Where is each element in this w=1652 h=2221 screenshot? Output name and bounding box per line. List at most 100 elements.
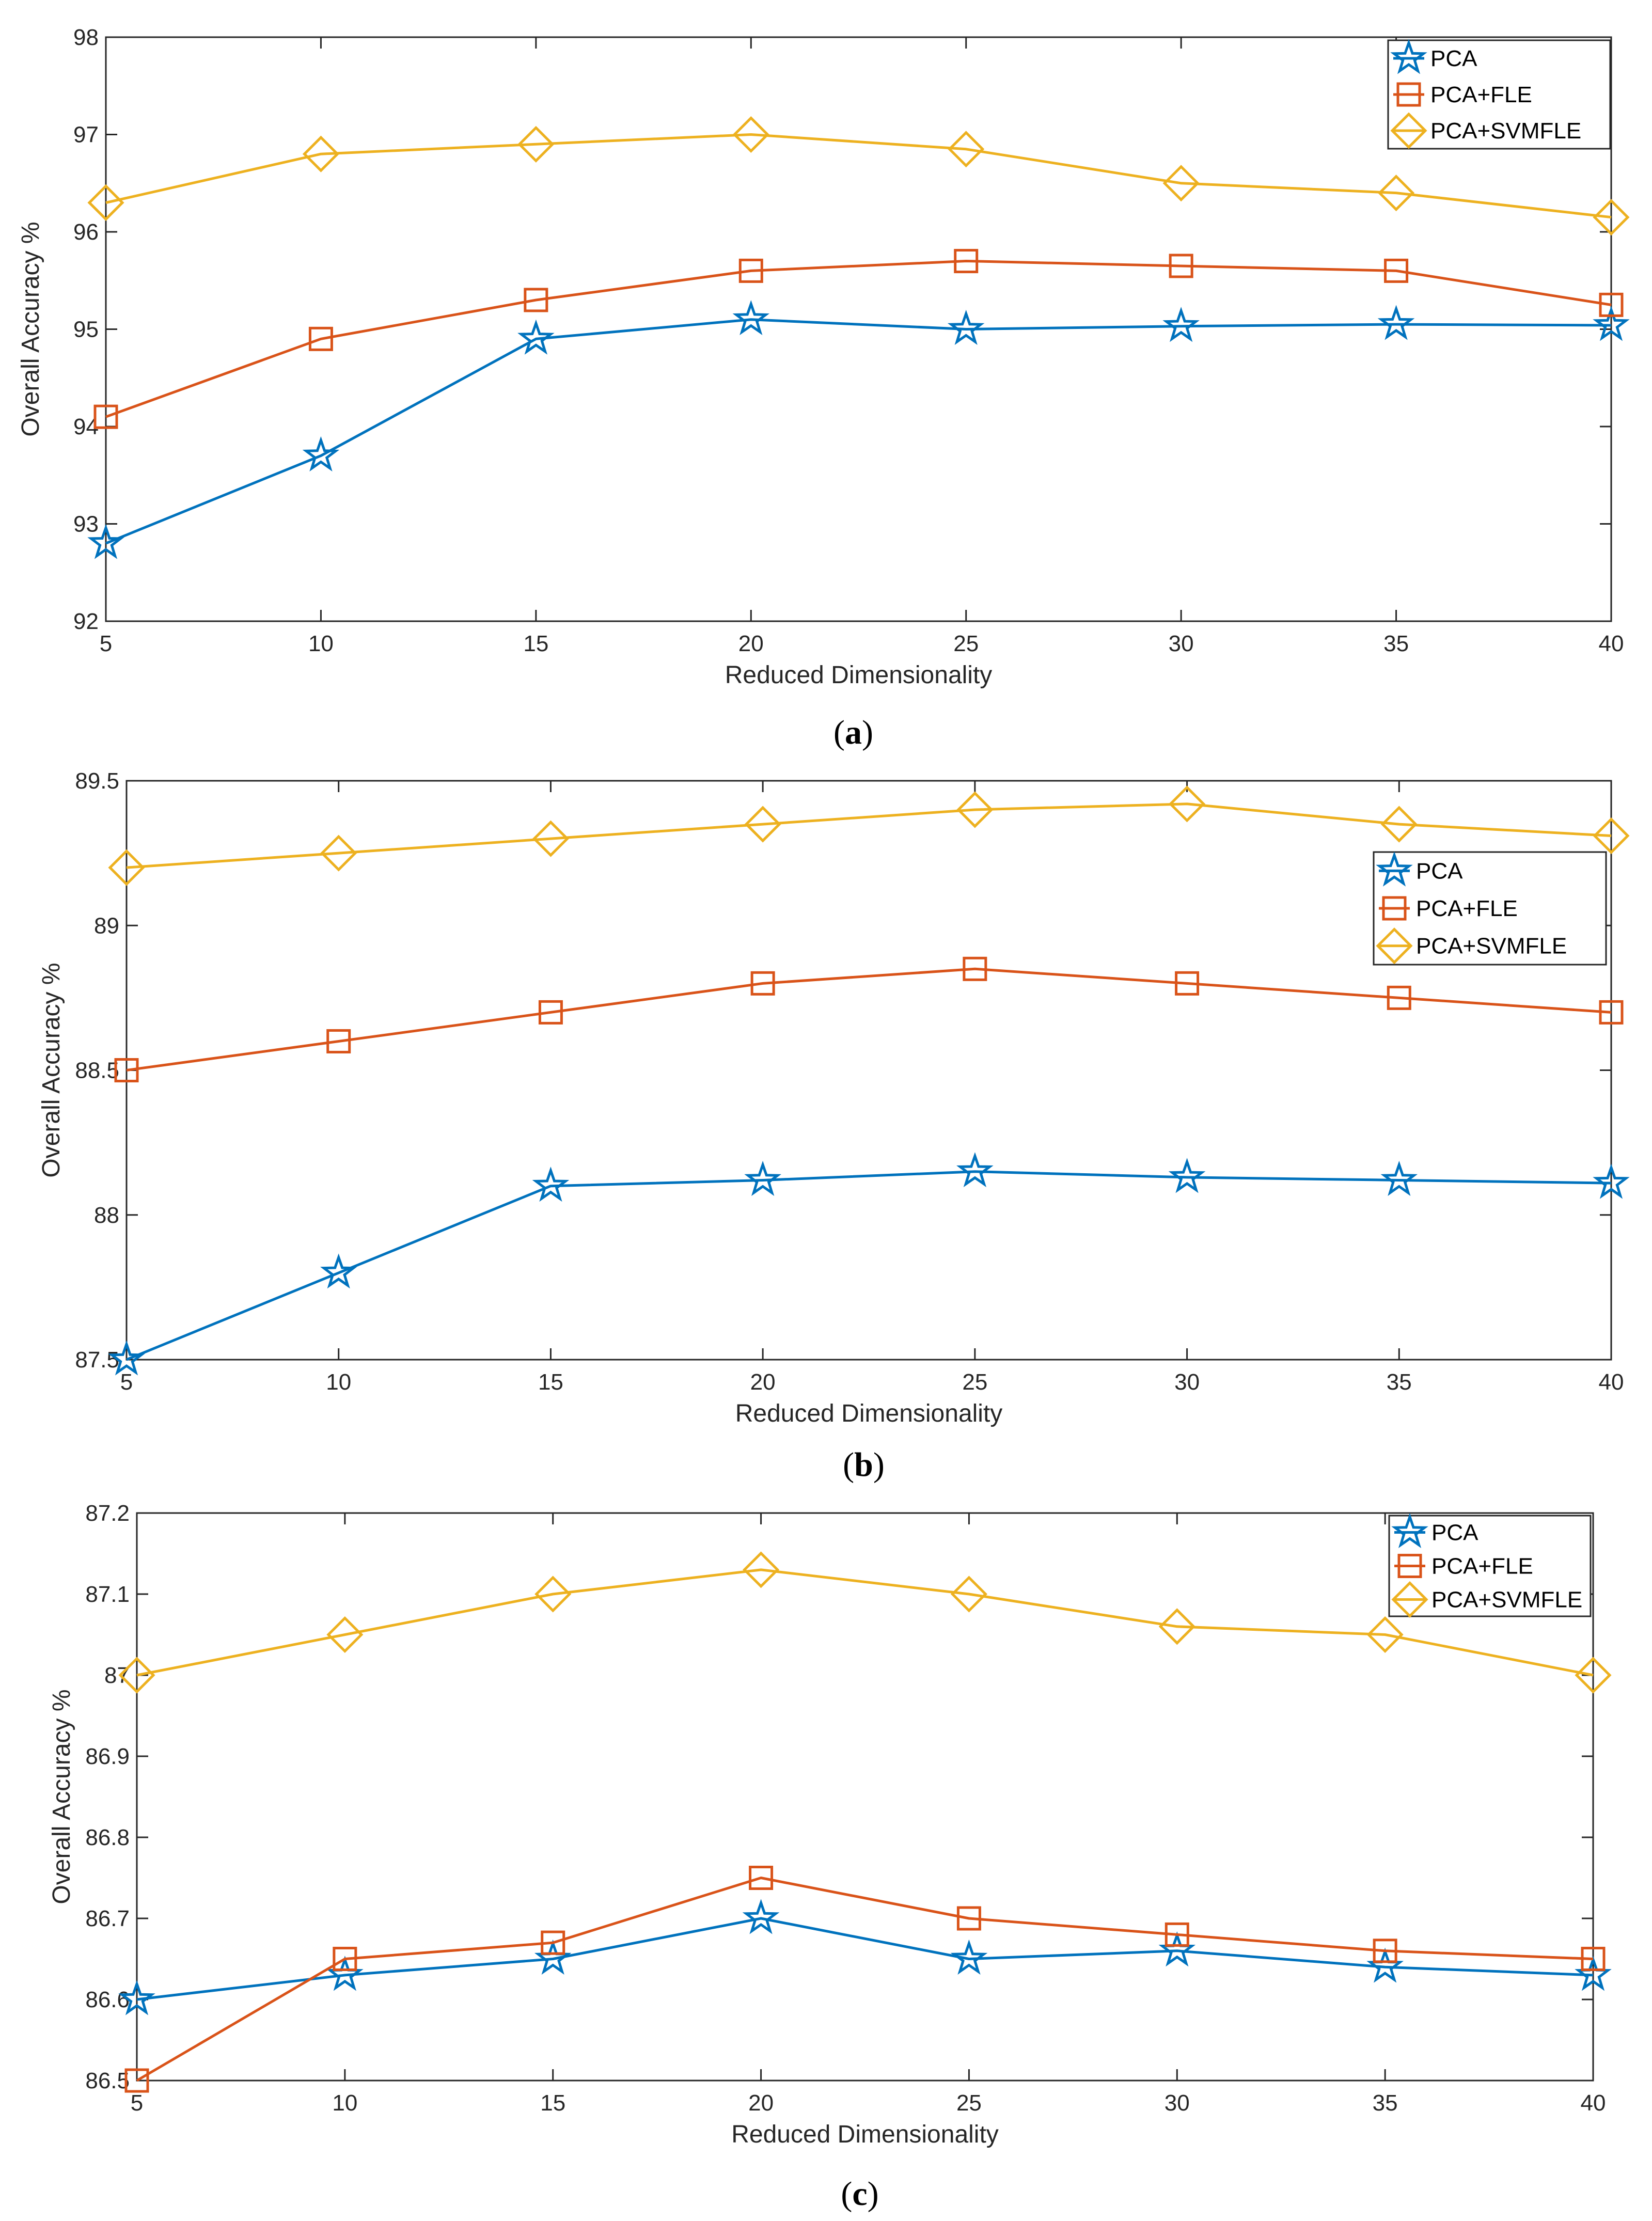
chart-c-legend: PCA PCA+FLE PCA+SVMFLE [1388,1513,1592,1618]
chart-b-data-point [538,1000,563,1025]
chart-b-xtick-label: 30 [1174,1369,1200,1395]
chart-a-ytick-label: 98 [73,25,99,50]
chart-c-data-point [541,1930,565,1955]
chart-c-xtick-label: 10 [332,2090,357,2116]
chart-c-series-line [136,1877,1594,2082]
chart-b-data-point [956,791,994,828]
chart-a-legend-marker [1396,82,1421,107]
chart-b-data-point [750,971,775,996]
chart-a-data-point [87,524,124,559]
chart-a-legend-marker [1390,112,1427,149]
chart-b-ytick-label: 89 [94,913,119,938]
chart-c-data-point [326,1616,364,1653]
chart-c-series-2 [118,1551,1612,1694]
chart-a-xtick-label: 35 [1383,631,1409,656]
chart-c-xtick-label: 35 [1373,2090,1398,2116]
chart-a-data-point [87,184,124,221]
chart-c-ytick-label: 87.1 [85,1582,130,1607]
chart-a-data-point [1384,258,1409,283]
chart-c-xlabel: Reduced Dimensionality [731,2121,999,2148]
chart-a-data-point [308,326,333,351]
chart-a-ylabel: Overall Accuracy % [17,222,44,436]
chart-a-data-point [954,249,979,274]
chart-b-xlabel: Reduced Dimensionality [735,1400,1003,1427]
chart-c-data-point [124,2068,149,2093]
chart-c-ytick-label: 86.6 [85,1987,130,2012]
chart-b-data-point [532,820,569,857]
chart-a-data-point [948,131,985,168]
chart-c-ytick-label: 86.7 [85,1906,130,1931]
chart-a-data-point [1162,307,1200,342]
chart-b-data-point [744,806,781,843]
chart-c-legend-marker [1391,1581,1428,1618]
chart-c-legend-marker [1397,1554,1422,1578]
chart-a-data-point [517,319,555,355]
chart-a-data-point [947,309,985,345]
chart-a-ytick-label: 93 [73,512,99,537]
chart-a-xtick-label: 40 [1599,631,1624,656]
chart-b-data-point [1380,806,1418,843]
chart-c-data-point [742,1899,780,1934]
chart-b-series-line [126,802,1612,869]
chart-a-data-point [302,436,340,471]
chart-b-xtick-label: 20 [750,1369,776,1395]
chart-a-data-point [93,404,118,429]
chart-a-xtick-label: 30 [1169,631,1194,656]
chart-c-series-line [136,1568,1594,1677]
chart-b-data-point [326,1029,351,1053]
chart-b-data-point [1175,971,1200,996]
chart-a-xtick-label: 20 [738,631,764,656]
chart-a-legend-marker [1390,39,1427,74]
chart-a-data-point [1378,175,1415,212]
chart-b-ytick-label: 89.5 [75,768,119,794]
chart-b-data-point [1593,1163,1630,1199]
chart-c-data-point [1165,1922,1189,1947]
chart-c-ytick-label: 86.9 [85,1744,130,1769]
chart-a-series-line [105,318,1612,545]
chart-b-data-point [114,1058,139,1082]
chart-c-data-point [749,1866,774,1890]
chart-c-xtick-label: 40 [1581,2090,1606,2116]
chart-b-data-point [956,1152,994,1188]
chart-a-legend-label: PCA+SVMFLE [1430,118,1581,144]
chart-b-xtick-label: 40 [1599,1369,1624,1395]
chart-c-data-point [333,1947,357,1971]
chart-b-xtick-label: 15 [538,1369,563,1395]
chart-a-data-point [738,258,763,283]
chart-b-legend-marker [1376,851,1413,887]
chart-b-plot-area [125,780,1612,1361]
chart-a-data-point [732,116,769,153]
chart-c-data-point [956,1906,981,1931]
chart-b-legend-marker [1382,896,1407,921]
chart-c-legend-label: PCA+FLE [1431,1554,1533,1579]
chart-b-data-point [1387,985,1411,1010]
chart-b: 5 10 15 20 25 30 35 40 87.5 88 88.5 89 89.5 Reduced D… [38,768,1630,1484]
chart-b-legend-label: PCA+SVMFLE [1416,934,1567,959]
chart-c-xtick-label: 15 [540,2090,565,2116]
chart-b-data-point [320,1253,357,1289]
chart-c-plot-area [136,1512,1594,2082]
chart-b-xtick-label: 10 [326,1369,351,1395]
chart-c: 5 10 15 20 25 30 35 40 86.5 86.6 86.7 86.8 86.9 87 87.… [48,1501,1612,2213]
chart-a-xtick-label: 10 [308,631,334,656]
chart-b-xtick-label: 35 [1387,1369,1412,1395]
chart-c-data-point [118,1980,155,2015]
chart-b-data-point [1593,817,1630,855]
chart-b-series-line [126,1170,1612,1361]
chart-a-xlabel: Reduced Dimensionality [725,661,993,689]
chart-a-ytick-label: 95 [73,317,99,342]
chart-c-data-point [1575,1657,1612,1694]
chart-c-data-point [950,1576,987,1613]
chart-a-data-point [1599,292,1624,317]
chart-a-data-point [1377,305,1415,340]
chart-c-ytick-label: 87 [104,1663,130,1688]
chart-c-data-point [118,1657,155,1694]
chart-b-caption: (b) [843,1446,885,1484]
chart-a-data-point [1593,199,1630,236]
chart-b-legend: PCA PCA+FLE PCA+SVMFLE [1373,851,1607,966]
chart-a-series-2 [87,116,1630,236]
chart-a-ytick-label: 92 [73,609,99,634]
chart-b-ytick-label: 88 [94,1203,119,1228]
chart-a-caption: (a) [833,714,873,751]
